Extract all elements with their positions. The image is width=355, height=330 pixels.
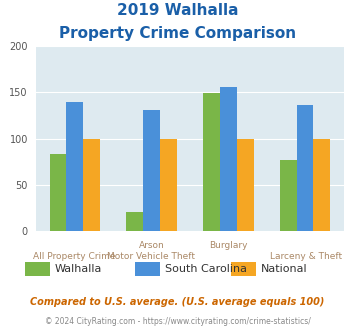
Bar <box>160 139 177 231</box>
Bar <box>50 154 66 231</box>
Text: 2019 Walhalla: 2019 Walhalla <box>117 3 238 18</box>
Text: National: National <box>261 264 307 274</box>
Bar <box>296 105 313 231</box>
Text: All Property Crime: All Property Crime <box>33 252 115 261</box>
Text: Larceny & Theft: Larceny & Theft <box>270 252 342 261</box>
Text: Compared to U.S. average. (U.S. average equals 100): Compared to U.S. average. (U.S. average … <box>30 297 325 307</box>
Text: Arson: Arson <box>138 241 164 250</box>
Text: © 2024 CityRating.com - https://www.cityrating.com/crime-statistics/: © 2024 CityRating.com - https://www.city… <box>45 317 310 326</box>
Bar <box>83 139 100 231</box>
Text: Walhalla: Walhalla <box>55 264 102 274</box>
Text: Burglary: Burglary <box>209 241 248 250</box>
Bar <box>143 110 160 231</box>
Bar <box>203 93 220 231</box>
Bar <box>126 212 143 231</box>
Bar <box>237 139 253 231</box>
Text: Motor Vehicle Theft: Motor Vehicle Theft <box>107 252 195 261</box>
Text: Property Crime Comparison: Property Crime Comparison <box>59 26 296 41</box>
Bar <box>220 87 237 231</box>
Bar <box>66 102 83 231</box>
Text: South Carolina: South Carolina <box>165 264 247 274</box>
Bar <box>313 139 330 231</box>
Bar <box>280 160 296 231</box>
